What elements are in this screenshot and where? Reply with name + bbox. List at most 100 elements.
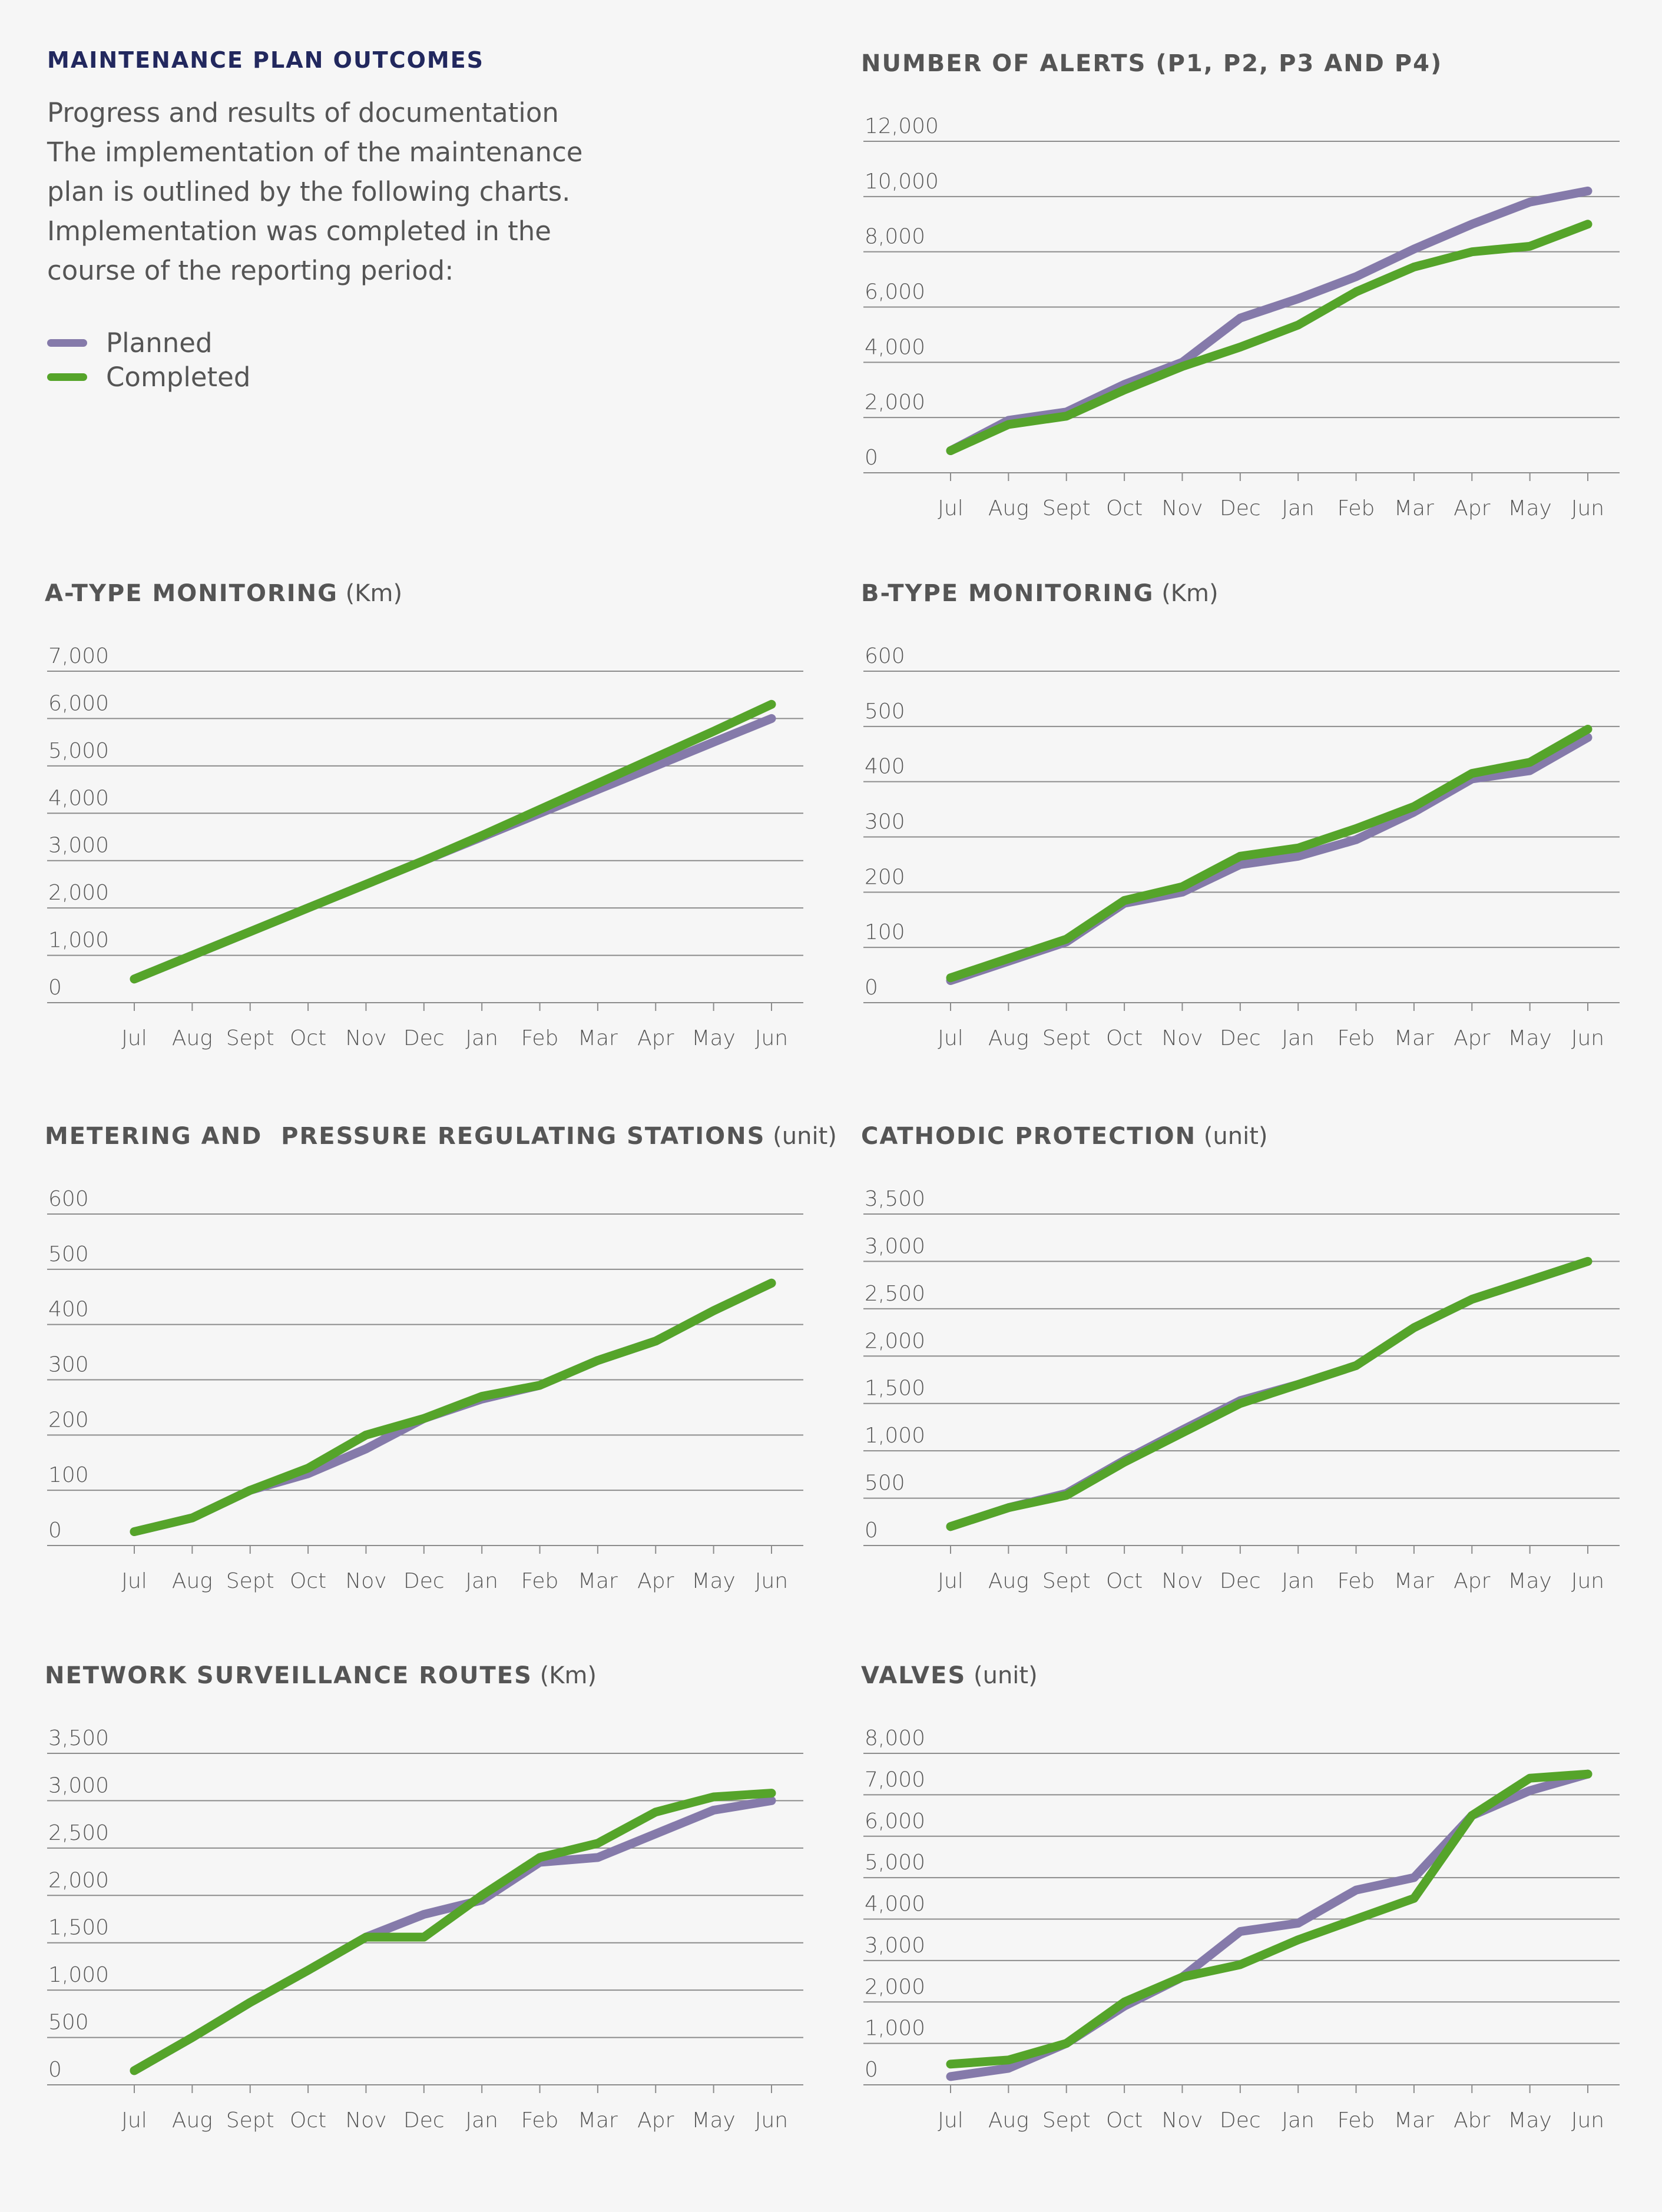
y-tick-label: 300 — [48, 1353, 89, 1377]
y-tick-label: 300 — [865, 810, 905, 834]
y-tick-label: 12,000 — [865, 114, 939, 138]
chart-title-unit: (Km) — [345, 580, 403, 607]
x-tick-label: Apr — [637, 1026, 674, 1050]
y-tick-label: 1,000 — [865, 1424, 925, 1448]
x-tick-label: Aug — [988, 2108, 1029, 2133]
x-tick-label: Jan — [465, 1569, 498, 1593]
x-tick-label: Apr — [1454, 496, 1490, 520]
y-tick-label: 0 — [865, 446, 878, 470]
legend-item-completed: Completed — [47, 360, 754, 394]
chart-svg-metering: 0 100 200 300 400 500 600 Jul Aug Sept Oct Nov Dec Ja… — [47, 1187, 803, 1593]
y-tick-label: 0 — [865, 976, 878, 1000]
y-tick-label: 8,000 — [865, 1726, 925, 1750]
x-tick-label: May — [691, 1026, 735, 1050]
y-tick-label: 4,000 — [865, 335, 925, 359]
y-tick-label: 3,500 — [48, 1726, 109, 1750]
y-tick-label: 6,000 — [865, 280, 925, 304]
x-tick-label: Feb — [1337, 496, 1375, 520]
x-tick-label: Jun — [1571, 1026, 1604, 1050]
x-tick-label: Apr — [1454, 1569, 1490, 1593]
x-tick-label: Apr — [1454, 1026, 1490, 1050]
chart-title-main: B-TYPE MONITORING — [861, 580, 1154, 607]
legend: Planned Completed — [47, 326, 754, 394]
legend-label-planned: Planned — [106, 327, 213, 359]
chart-svg-cathodic: 0 500 1,000 1,500 2,000 2,500 3,000 3,500 Jul Aug… — [863, 1187, 1620, 1593]
y-tick-label: 5,000 — [865, 1850, 925, 1875]
chart-title: NUMBER OF ALERTS (P1, P2, P3 AND P4) — [861, 50, 1442, 77]
x-tick-label: Jul — [938, 1026, 963, 1050]
y-tick-label: 2,500 — [865, 1282, 925, 1306]
x-tick-label: Jan — [1282, 2108, 1315, 2133]
legend-swatch-planned — [47, 339, 87, 347]
y-tick-label: 2,000 — [865, 1975, 925, 1999]
chart-title-main: A-TYPE MONITORING — [45, 580, 338, 607]
x-tick-label: Abr — [1454, 2108, 1490, 2133]
x-tick-label: Mar — [1394, 496, 1434, 520]
x-tick-label: May — [1508, 1569, 1551, 1593]
chart-title-main: CATHODIC PROTECTION — [861, 1123, 1197, 1150]
x-tick-label: Jan — [1282, 496, 1315, 520]
legend-item-planned: Planned — [47, 326, 754, 360]
x-tick-label: Nov — [345, 1569, 386, 1593]
x-tick-label: Aug — [988, 1026, 1029, 1050]
x-tick-label: Aug — [988, 1569, 1029, 1593]
chart-title-unit: (Km) — [1161, 580, 1219, 607]
y-tick-label: 400 — [48, 1298, 89, 1322]
chart-b-type-monitoring: B-TYPE MONITORING (Km) 0 100 200 300 400 500 6… — [861, 580, 1627, 1063]
x-tick-label: Feb — [1337, 1026, 1375, 1050]
chart-title: METERING AND PRESSURE REGULATING STATION… — [45, 1123, 837, 1150]
y-tick-label: 600 — [48, 1187, 89, 1211]
x-tick-label: Dec — [1220, 496, 1261, 520]
x-tick-label: Sept — [1042, 1026, 1091, 1050]
y-tick-label: 3,000 — [865, 1934, 925, 1958]
y-tick-label: 3,000 — [865, 1234, 925, 1258]
x-tick-label: Jan — [465, 1026, 498, 1050]
y-tick-label: 5,000 — [48, 739, 109, 763]
x-tick-label: Sept — [1042, 496, 1091, 520]
x-tick-label: Oct — [1106, 1026, 1143, 1050]
x-tick-label: Nov — [1161, 1026, 1203, 1050]
x-tick-label: Dec — [1220, 1026, 1261, 1050]
x-tick-label: Aug — [988, 496, 1029, 520]
series-line-planned — [130, 1796, 776, 2075]
series-line-completed — [946, 725, 1593, 983]
y-tick-label: 500 — [48, 2011, 89, 2035]
y-tick-label: 2,500 — [48, 1821, 109, 1845]
intro-panel: MAINTENANCE PLAN OUTCOMES Progress and r… — [47, 47, 754, 394]
chart-title: CATHODIC PROTECTION (unit) — [861, 1123, 1268, 1150]
y-tick-label: 2,000 — [48, 1868, 109, 1892]
y-tick-label: 1,000 — [865, 2017, 925, 2041]
x-tick-label: Jul — [121, 2108, 147, 2133]
x-tick-label: May — [1508, 2108, 1551, 2133]
x-tick-label: Sept — [226, 2108, 274, 2133]
x-tick-label: Jul — [938, 496, 963, 520]
x-tick-label: Mar — [1394, 2108, 1434, 2133]
x-tick-label: Jul — [121, 1026, 147, 1050]
legend-label-completed: Completed — [106, 361, 251, 393]
x-tick-label: Sept — [1042, 2108, 1091, 2133]
chart-title: A-TYPE MONITORING (Km) — [45, 580, 402, 607]
y-tick-label: 4,000 — [865, 1892, 925, 1916]
y-tick-label: 500 — [865, 1471, 905, 1495]
x-tick-label: Nov — [345, 2108, 386, 2133]
chart-title-main: VALVES — [861, 1662, 966, 1689]
x-tick-label: Oct — [290, 1026, 326, 1050]
x-tick-label: Apr — [637, 1569, 674, 1593]
x-tick-label: May — [691, 1569, 735, 1593]
intro-title: MAINTENANCE PLAN OUTCOMES — [47, 47, 485, 73]
y-tick-label: 3,000 — [48, 834, 109, 858]
chart-svg-b-type: 0 100 200 300 400 500 600 Jul Aug Sept Oct Nov Dec Ja… — [863, 644, 1620, 1050]
chart-svg-valves: 0 1,000 2,000 3,000 4,000 5,000 6,000 7,000 8,00… — [863, 1726, 1620, 2133]
x-tick-label: Jun — [1571, 2108, 1604, 2133]
x-tick-label: Aug — [172, 1569, 213, 1593]
y-tick-label: 100 — [865, 920, 905, 944]
series-line-completed — [946, 1769, 1593, 2069]
y-tick-label: 200 — [865, 865, 905, 889]
x-tick-label: Jun — [755, 2108, 788, 2133]
y-tick-label: 8,000 — [865, 225, 925, 249]
y-tick-label: 0 — [865, 1518, 878, 1543]
chart-title-main: NUMBER OF ALERTS (P1, P2, P3 AND P4) — [861, 50, 1443, 77]
x-tick-label: Oct — [290, 1569, 326, 1593]
x-tick-label: Mar — [578, 1026, 618, 1050]
chart-a-type-monitoring: A-TYPE MONITORING (Km) 0 1,000 2,000 3,000 4… — [45, 580, 810, 1063]
